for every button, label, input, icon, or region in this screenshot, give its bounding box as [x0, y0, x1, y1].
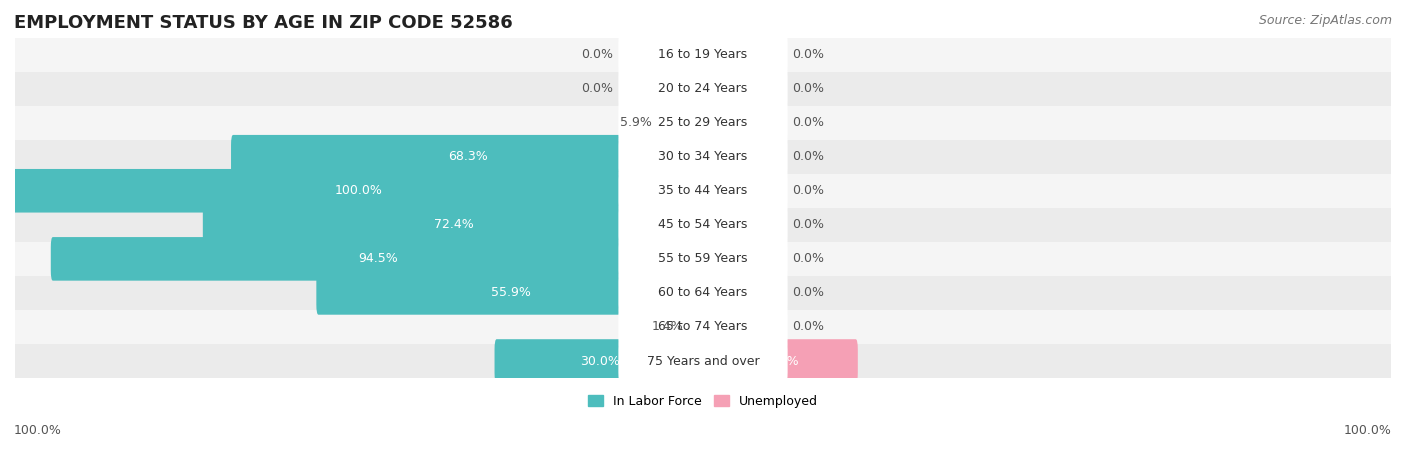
Text: 100.0%: 100.0% — [14, 424, 62, 437]
FancyBboxPatch shape — [619, 101, 787, 144]
Bar — [15, 174, 1391, 208]
Text: 55.9%: 55.9% — [491, 286, 530, 299]
Text: 0.0%: 0.0% — [793, 48, 824, 61]
Text: 68.3%: 68.3% — [449, 150, 488, 163]
Text: 30.0%: 30.0% — [579, 354, 620, 368]
FancyBboxPatch shape — [202, 203, 704, 247]
FancyBboxPatch shape — [619, 305, 787, 349]
Text: 65 to 74 Years: 65 to 74 Years — [658, 321, 748, 333]
Text: 0.0%: 0.0% — [793, 184, 824, 197]
FancyBboxPatch shape — [619, 339, 787, 383]
Legend: In Labor Force, Unemployed: In Labor Force, Unemployed — [583, 390, 823, 413]
Text: 30 to 34 Years: 30 to 34 Years — [658, 150, 748, 163]
Bar — [15, 208, 1391, 242]
Text: 0.0%: 0.0% — [793, 286, 824, 299]
Text: 0.0%: 0.0% — [793, 253, 824, 265]
FancyBboxPatch shape — [619, 203, 787, 247]
Bar — [15, 37, 1391, 72]
Text: 22.2%: 22.2% — [759, 354, 799, 368]
Text: 75 Years and over: 75 Years and over — [647, 354, 759, 368]
Text: 0.0%: 0.0% — [793, 218, 824, 231]
Text: 0.0%: 0.0% — [582, 48, 613, 61]
Text: 100.0%: 100.0% — [1344, 424, 1392, 437]
FancyBboxPatch shape — [51, 237, 704, 281]
Text: 72.4%: 72.4% — [434, 218, 474, 231]
FancyBboxPatch shape — [702, 339, 858, 383]
Bar — [15, 72, 1391, 106]
Text: 20 to 24 Years: 20 to 24 Years — [658, 82, 748, 95]
FancyBboxPatch shape — [495, 339, 704, 383]
Text: 0.0%: 0.0% — [582, 82, 613, 95]
FancyBboxPatch shape — [619, 169, 787, 212]
FancyBboxPatch shape — [619, 135, 787, 179]
Bar — [15, 242, 1391, 276]
Text: 5.9%: 5.9% — [620, 116, 652, 129]
FancyBboxPatch shape — [619, 237, 787, 281]
FancyBboxPatch shape — [231, 135, 704, 179]
Text: 0.0%: 0.0% — [793, 150, 824, 163]
Text: 35 to 44 Years: 35 to 44 Years — [658, 184, 748, 197]
Text: 45 to 54 Years: 45 to 54 Years — [658, 218, 748, 231]
Bar — [15, 140, 1391, 174]
Text: 0.0%: 0.0% — [793, 82, 824, 95]
Text: 25 to 29 Years: 25 to 29 Years — [658, 116, 748, 129]
Text: 1.4%: 1.4% — [651, 321, 683, 333]
Text: 100.0%: 100.0% — [335, 184, 382, 197]
Text: 16 to 19 Years: 16 to 19 Years — [658, 48, 748, 61]
FancyBboxPatch shape — [619, 67, 787, 110]
Bar — [15, 276, 1391, 310]
Text: 94.5%: 94.5% — [359, 253, 398, 265]
Text: Source: ZipAtlas.com: Source: ZipAtlas.com — [1258, 14, 1392, 27]
FancyBboxPatch shape — [619, 33, 787, 76]
FancyBboxPatch shape — [13, 169, 704, 212]
Text: 55 to 59 Years: 55 to 59 Years — [658, 253, 748, 265]
FancyBboxPatch shape — [619, 271, 787, 315]
Text: 60 to 64 Years: 60 to 64 Years — [658, 286, 748, 299]
FancyBboxPatch shape — [692, 305, 704, 349]
Bar — [15, 106, 1391, 140]
FancyBboxPatch shape — [661, 101, 704, 144]
FancyBboxPatch shape — [316, 271, 704, 315]
Text: EMPLOYMENT STATUS BY AGE IN ZIP CODE 52586: EMPLOYMENT STATUS BY AGE IN ZIP CODE 525… — [14, 14, 513, 32]
Bar — [15, 310, 1391, 344]
Text: 0.0%: 0.0% — [793, 321, 824, 333]
Text: 0.0%: 0.0% — [793, 116, 824, 129]
Bar — [15, 344, 1391, 378]
